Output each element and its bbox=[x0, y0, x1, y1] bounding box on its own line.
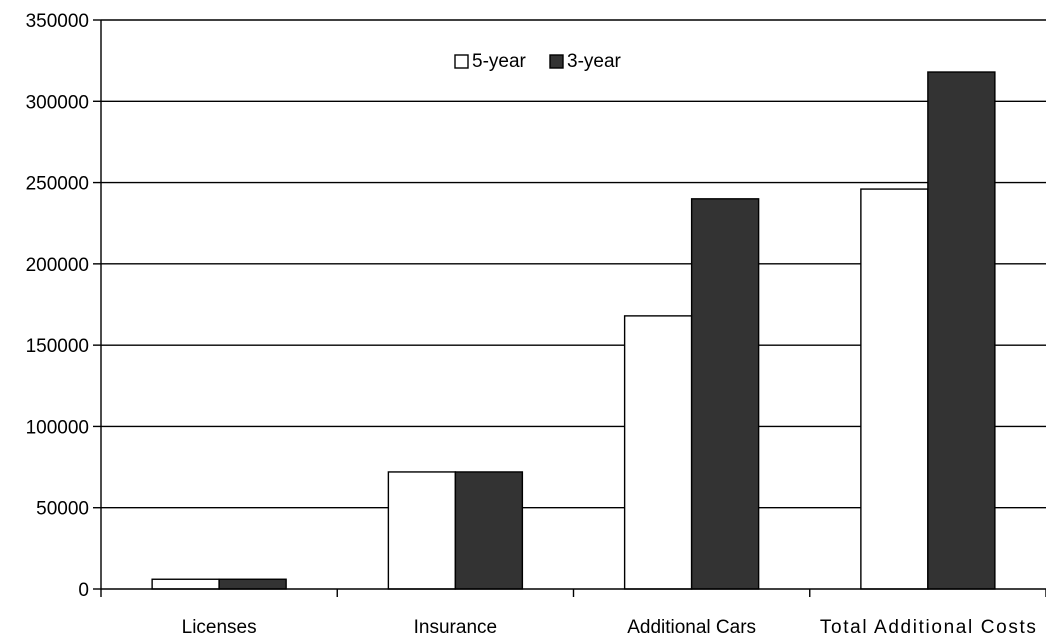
bar-5-year-licenses bbox=[151, 578, 220, 590]
y-tick-label: 0 bbox=[78, 580, 89, 601]
legend-swatch-5-year bbox=[454, 54, 469, 69]
y-tick-label: 250000 bbox=[26, 174, 89, 195]
bar-3-year-total-additional-costs bbox=[927, 71, 996, 590]
y-tick-label: 200000 bbox=[26, 255, 89, 276]
x-tick-label: Total Additional Costs bbox=[820, 617, 1036, 638]
legend-label-3-year: 3-year bbox=[567, 51, 622, 72]
bar-3-year-licenses bbox=[218, 578, 287, 590]
axes bbox=[93, 19, 1046, 597]
bar-3-year-additional-cars bbox=[690, 198, 760, 590]
y-tick-label: 100000 bbox=[26, 417, 89, 438]
bar-3-year-insurance bbox=[454, 471, 524, 590]
tick-labels: 0 50000 100000 150000 200000 250000 300000 3500… bbox=[26, 11, 1036, 638]
y-tick-label: 300000 bbox=[26, 92, 89, 113]
bar-5-year-insurance bbox=[387, 471, 457, 590]
y-tick-label: 50000 bbox=[36, 499, 89, 520]
x-tick-label: Additional Cars bbox=[627, 617, 756, 638]
x-tick-label: Licenses bbox=[182, 617, 257, 638]
y-tick-label: 350000 bbox=[26, 11, 89, 32]
x-tick-label: Insurance bbox=[414, 617, 497, 638]
y-tick-label: 150000 bbox=[26, 336, 89, 357]
bar-5-year-additional-cars bbox=[623, 315, 693, 590]
legend: 5-year 3-year bbox=[454, 51, 622, 72]
legend-label-5-year: 5-year bbox=[472, 51, 527, 72]
grid-lines bbox=[101, 19, 1046, 509]
bar-5-year-total-additional-costs bbox=[860, 188, 929, 590]
legend-swatch-3-year bbox=[549, 54, 564, 69]
bars bbox=[151, 71, 996, 590]
